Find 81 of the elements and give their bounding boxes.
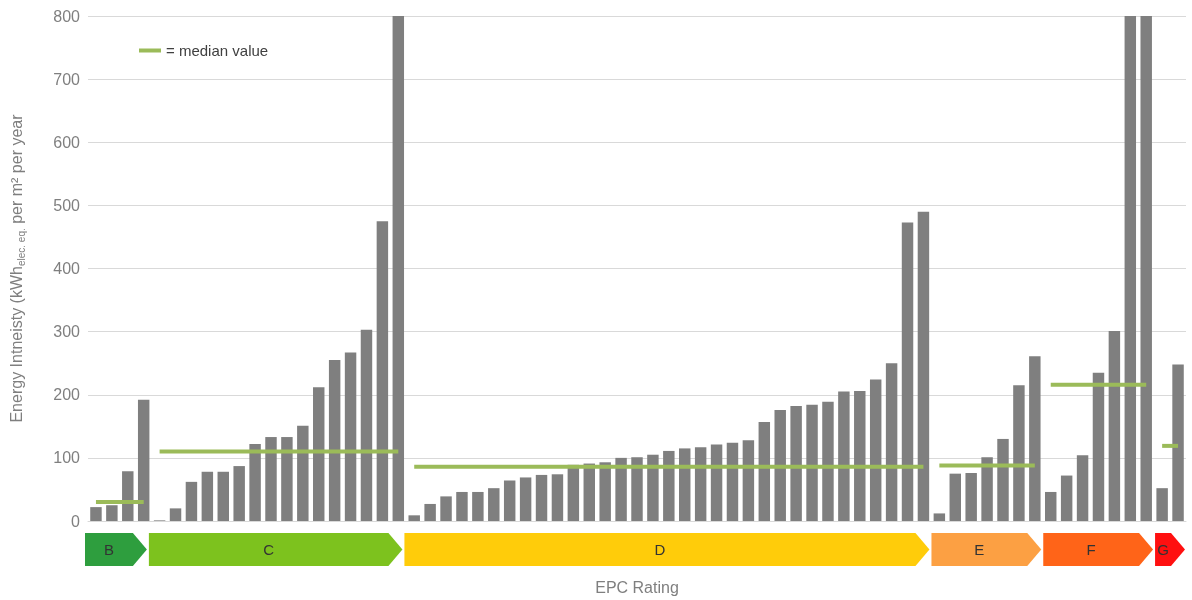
bar bbox=[917, 211, 930, 521]
legend-label: = median value bbox=[166, 42, 269, 59]
bar bbox=[1092, 372, 1105, 521]
bar bbox=[440, 496, 452, 521]
y-tick-label: 800 bbox=[53, 7, 81, 25]
bar bbox=[1060, 475, 1073, 521]
bar bbox=[313, 387, 325, 521]
bar bbox=[185, 481, 198, 521]
bar bbox=[663, 450, 675, 521]
bar bbox=[344, 352, 357, 521]
y-tick-label: 100 bbox=[53, 449, 81, 467]
rating-arrow: B bbox=[85, 533, 147, 566]
bar bbox=[201, 471, 214, 521]
y-axis-title: Energy Intneisty (kWhelec. eq. per m² per year bbox=[7, 113, 27, 423]
bar bbox=[1076, 455, 1089, 521]
bar bbox=[488, 488, 500, 521]
bar bbox=[869, 379, 882, 521]
y-tick-label: 500 bbox=[53, 196, 81, 214]
bar bbox=[535, 474, 548, 521]
bar bbox=[885, 363, 898, 521]
bar bbox=[519, 477, 532, 521]
rating-arrow: E bbox=[931, 533, 1042, 566]
bar bbox=[1156, 488, 1168, 521]
bar bbox=[217, 471, 229, 521]
bar bbox=[106, 505, 118, 521]
bar bbox=[694, 447, 707, 521]
bar bbox=[376, 221, 389, 521]
y-tick-label: 300 bbox=[53, 323, 81, 341]
bar bbox=[1029, 356, 1041, 521]
bar bbox=[949, 473, 961, 521]
bar bbox=[408, 515, 420, 521]
x-axis-title: EPC Rating bbox=[595, 578, 679, 596]
y-tick-label: 400 bbox=[53, 260, 81, 277]
rating-arrow: F bbox=[1043, 533, 1154, 566]
bar bbox=[90, 507, 102, 521]
bar bbox=[615, 457, 627, 521]
bar bbox=[328, 360, 341, 521]
bar bbox=[503, 480, 516, 521]
bar bbox=[456, 491, 468, 521]
bar bbox=[647, 454, 659, 521]
bar bbox=[122, 471, 134, 521]
bar bbox=[790, 406, 802, 521]
y-tick-label: 200 bbox=[53, 386, 81, 404]
bar bbox=[806, 404, 818, 521]
bar bbox=[710, 444, 723, 521]
bar bbox=[137, 399, 150, 521]
rating-arrow: G bbox=[1155, 533, 1185, 566]
y-tick-label: 0 bbox=[71, 512, 81, 530]
bar bbox=[472, 491, 484, 521]
bar bbox=[965, 473, 977, 521]
bar bbox=[631, 457, 643, 521]
bar bbox=[854, 390, 866, 521]
y-tick-label: 700 bbox=[53, 70, 81, 88]
bar bbox=[901, 222, 914, 521]
bar bbox=[551, 474, 564, 521]
bar bbox=[997, 438, 1009, 521]
bar bbox=[281, 437, 293, 521]
bar bbox=[981, 457, 993, 521]
bar bbox=[249, 443, 261, 521]
bar bbox=[758, 421, 771, 521]
bar bbox=[1013, 385, 1025, 521]
bar bbox=[265, 437, 277, 521]
bar bbox=[599, 462, 611, 521]
bar bbox=[169, 508, 182, 521]
bar bbox=[1124, 16, 1137, 521]
bar bbox=[392, 16, 405, 521]
y-tick-label: 600 bbox=[53, 133, 81, 151]
bar bbox=[1140, 16, 1152, 521]
bar bbox=[233, 466, 245, 521]
bar bbox=[742, 440, 755, 521]
bar bbox=[1045, 491, 1057, 521]
bar bbox=[726, 442, 739, 521]
bar bbox=[360, 329, 373, 521]
bar bbox=[1108, 330, 1121, 521]
bar bbox=[774, 409, 786, 521]
bar bbox=[933, 513, 946, 521]
bar bbox=[822, 401, 834, 521]
bar bbox=[424, 503, 436, 521]
bar bbox=[679, 448, 691, 521]
bar bbox=[297, 425, 309, 521]
bar bbox=[838, 391, 850, 521]
